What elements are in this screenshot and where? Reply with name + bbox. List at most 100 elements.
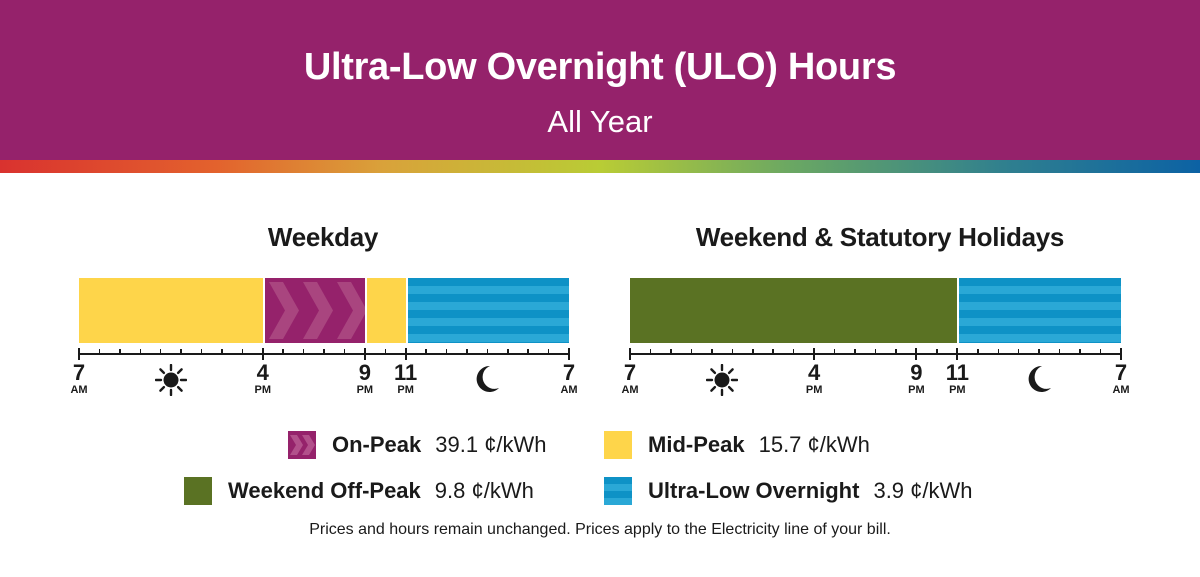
weekend-minor-tick bbox=[1099, 349, 1102, 355]
tick-ampm: PM bbox=[254, 384, 272, 396]
weekend-minor-tick bbox=[792, 349, 795, 355]
weekend-timeline-bar bbox=[630, 278, 1121, 343]
mid-peak-swatch-icon bbox=[604, 431, 632, 459]
on-peak-swatch-icon bbox=[288, 431, 316, 459]
weekend-major-tick bbox=[956, 348, 959, 360]
header-banner: Ultra-Low Overnight (ULO) Hours All Year bbox=[0, 0, 1200, 160]
footnote: Prices and hours remain unchanged. Price… bbox=[309, 521, 891, 538]
weekday-major-tick bbox=[568, 348, 570, 360]
legend-price: 39.1 ¢/kWh bbox=[435, 432, 547, 457]
weekday-minor-tick bbox=[425, 349, 427, 355]
weekday-minor-tick bbox=[384, 349, 386, 355]
weekday-major-tick bbox=[404, 348, 407, 360]
weekend-minor-tick bbox=[670, 349, 672, 355]
tick-ampm: AM bbox=[621, 384, 639, 396]
moon-icon bbox=[1025, 364, 1053, 399]
weekend-minor-tick bbox=[1038, 349, 1040, 355]
legend-item-weekend-off-peak: Weekend Off-Peak 9.8 ¢/kWh bbox=[184, 477, 534, 505]
weekday-tick-label: 7 AM bbox=[59, 360, 99, 397]
weekday-minor-tick bbox=[486, 349, 489, 355]
weekday-minor-tick bbox=[139, 349, 141, 355]
tick-ampm: AM bbox=[560, 384, 578, 396]
weekday-minor-tick bbox=[445, 349, 448, 355]
weekday-minor-tick bbox=[159, 349, 162, 355]
sun-icon bbox=[154, 363, 188, 401]
weekend-major-tick bbox=[1120, 348, 1122, 360]
weekday-minor-tick bbox=[241, 349, 244, 355]
weekend-minor-tick bbox=[936, 349, 938, 355]
legend-name: Weekend Off-Peak bbox=[228, 478, 421, 503]
ulo-swatch-icon bbox=[604, 477, 632, 505]
weekday-title: Weekday bbox=[267, 222, 379, 252]
weekend-segment-ultra-low-overnight bbox=[957, 278, 1121, 343]
weekend-segment-weekend-off-peak bbox=[630, 278, 958, 343]
tick-hour: 11 bbox=[394, 360, 418, 385]
weekday-minor-tick bbox=[119, 349, 121, 355]
weekday-segment-ultra-low-overnight bbox=[405, 278, 569, 343]
weekday-minor-tick bbox=[466, 349, 468, 355]
weekday-segment-mid-peak bbox=[79, 278, 263, 343]
weekend-minor-tick bbox=[711, 349, 713, 355]
on-peak-chevron-icon bbox=[268, 282, 367, 339]
tick-ampm: AM bbox=[1112, 384, 1130, 396]
tick-hour: 7 bbox=[1114, 360, 1128, 385]
weekday-major-tick bbox=[261, 348, 264, 360]
legend-item-ulo: Ultra-Low Overnight 3.9 ¢/kWh bbox=[604, 477, 973, 505]
weekend-minor-tick bbox=[977, 349, 979, 355]
weekend-minor-tick bbox=[833, 349, 836, 355]
weekend-minor-tick bbox=[772, 349, 774, 355]
weekend-minor-tick bbox=[1079, 349, 1081, 355]
weekday-minor-tick bbox=[180, 349, 182, 355]
weekday-minor-tick bbox=[507, 349, 509, 355]
weekday-timeline-bar bbox=[79, 278, 569, 343]
weekend-major-tick bbox=[915, 348, 918, 360]
weekend-minor-tick bbox=[874, 349, 877, 355]
weekend-title: Weekend & Statutory Holidays bbox=[695, 222, 1065, 252]
tick-hour: 7 bbox=[562, 360, 576, 385]
weekday-major-tick bbox=[78, 348, 80, 360]
weekend-off-peak-swatch-icon bbox=[184, 477, 212, 505]
weekday-minor-tick bbox=[282, 349, 284, 355]
tick-hour: 7 bbox=[72, 360, 86, 385]
weekday-segment-mid-peak bbox=[364, 278, 406, 343]
weekday-minor-tick bbox=[200, 349, 203, 355]
weekday-tick-label: 4 PM bbox=[243, 360, 283, 397]
moon-icon bbox=[473, 364, 501, 399]
weekday-segment-on-peak bbox=[262, 278, 367, 343]
page-title: Ultra-Low Overnight (ULO) Hours bbox=[303, 46, 897, 88]
weekend-major-tick bbox=[629, 348, 631, 360]
sun-icon bbox=[705, 363, 739, 401]
weekend-minor-tick bbox=[690, 349, 693, 355]
weekend-minor-tick bbox=[854, 349, 856, 355]
weekend-minor-tick bbox=[752, 349, 754, 355]
weekday-minor-tick bbox=[98, 349, 101, 355]
weekend-tick-label: 4 PM bbox=[794, 360, 834, 397]
weekday-minor-tick bbox=[323, 349, 325, 355]
weekend-tick-label: 11 PM bbox=[937, 360, 977, 397]
weekday-minor-tick bbox=[221, 349, 223, 355]
tick-hour: 4 bbox=[256, 360, 269, 385]
legend-item-on-peak: On-Peak 39.1 ¢/kWh bbox=[288, 431, 547, 459]
weekend-tick-label: 9 PM bbox=[896, 360, 936, 397]
tick-hour: 4 bbox=[808, 360, 821, 385]
tick-ampm: PM bbox=[356, 384, 374, 396]
legend-name: On-Peak bbox=[332, 432, 422, 457]
tick-ampm: PM bbox=[908, 384, 925, 396]
legend-price: 9.8 ¢/kWh bbox=[434, 478, 534, 503]
weekend-minor-tick bbox=[895, 349, 897, 355]
weekend-tick-label: 7 AM bbox=[1101, 360, 1141, 397]
weekday-major-tick bbox=[363, 348, 366, 360]
weekday-tick-label: 11 PM bbox=[386, 360, 426, 397]
weekday-tick-label: 7 AM bbox=[549, 360, 589, 397]
page-subtitle: All Year bbox=[547, 104, 653, 139]
weekday-minor-tick bbox=[527, 349, 529, 355]
legend-item-mid-peak: Mid-Peak 15.7 ¢/kWh bbox=[604, 431, 870, 459]
legend-price: 3.9 ¢/kWh bbox=[873, 478, 973, 503]
weekend-minor-tick bbox=[1017, 349, 1020, 355]
weekend-major-tick bbox=[813, 348, 816, 360]
weekday-minor-tick bbox=[547, 349, 550, 355]
weekday-tick-label: 9 PM bbox=[345, 362, 385, 397]
weekend-minor-tick bbox=[731, 349, 734, 355]
tick-hour: 11 bbox=[945, 360, 969, 385]
tick-hour: 9 bbox=[910, 360, 923, 385]
